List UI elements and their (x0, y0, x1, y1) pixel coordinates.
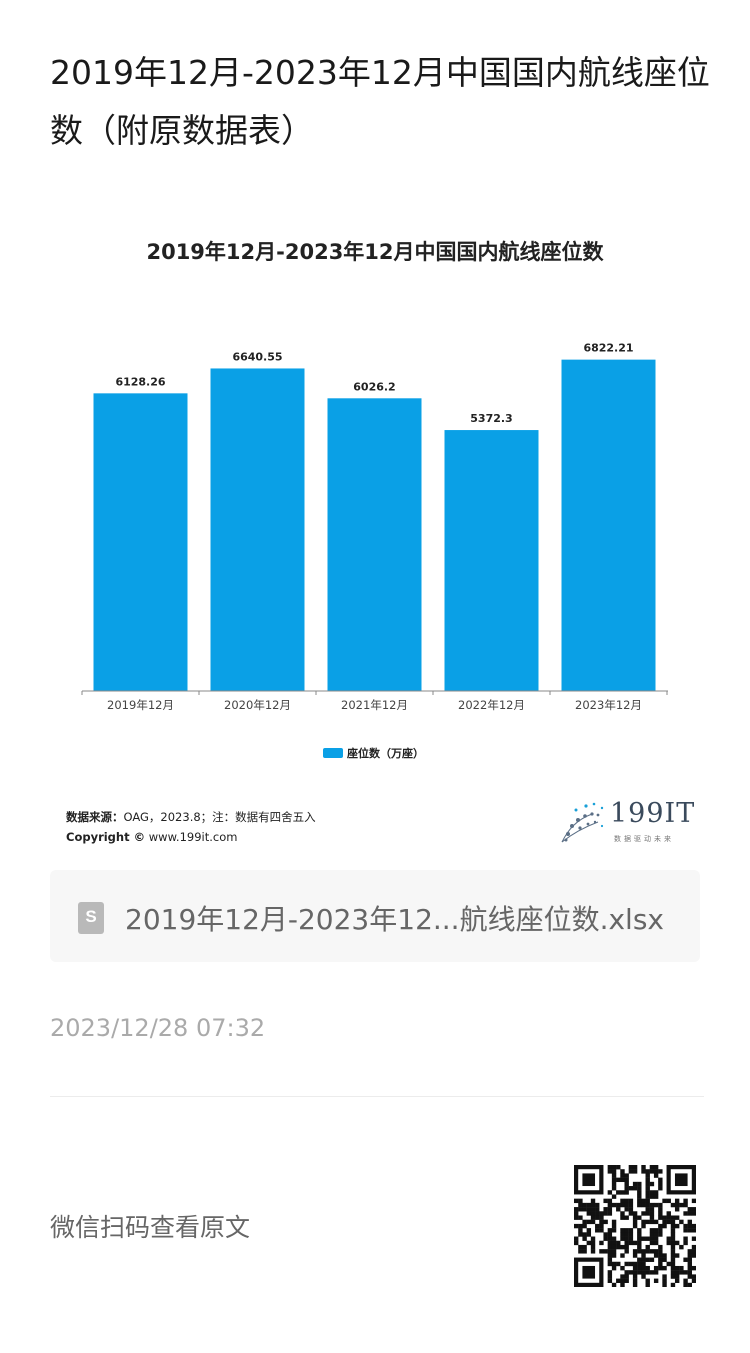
bar-2 (327, 398, 422, 691)
data-label-1: 6640.55 (232, 350, 282, 363)
x-tick-label-1: 2020年12月 (224, 698, 291, 712)
bar-0 (93, 393, 188, 691)
spreadsheet-file-icon (78, 902, 104, 934)
copyright-text: www.199it.com (148, 830, 238, 844)
data-label-2: 6026.2 (353, 380, 395, 393)
x-tick-label-3: 2022年12月 (458, 698, 525, 712)
legend: 座位数（万座） (323, 746, 424, 760)
attachment-file-name: 2019年12月-2023年12...航线座位数.xlsx (125, 903, 664, 936)
qr-code-icon[interactable] (574, 1165, 696, 1287)
page-title: 2019年12月-2023年12月中国国内航线座位数（附原数据表） (50, 53, 710, 150)
bar-4 (561, 359, 656, 691)
x-tick-label-0: 2019年12月 (107, 698, 174, 712)
logo-subtitle: 数据驱动未来 (614, 835, 674, 843)
bar-chart: 2019年12月-2023年12月中国国内航线座位数 6128.26 6640.5… (81, 240, 668, 760)
chart-image[interactable]: 2019年12月-2023年12月中国国内航线座位数 6128.26 6640.5… (50, 210, 700, 860)
bar-3 (444, 430, 539, 691)
copyright-label: Copyright © (66, 830, 146, 844)
x-tick-label-2: 2021年12月 (341, 698, 408, 712)
source-label: 数据来源： (66, 810, 124, 824)
chart-source: 数据来源：OAG，2023.8；注：数据有四舍五入 Copyright © ww… (66, 807, 316, 847)
logo-text: 199IT (610, 798, 696, 829)
data-label-3: 5372.3 (470, 412, 512, 425)
attachment-card[interactable]: 2019年12月-2023年12...航线座位数.xlsx (50, 870, 700, 962)
bar-1 (210, 368, 305, 691)
legend-label: 座位数（万座） (346, 746, 424, 760)
data-label-0: 6128.26 (115, 375, 165, 388)
199it-logo: 199IT 数据驱动未来 (558, 798, 698, 848)
divider (50, 1096, 704, 1097)
legend-swatch (323, 748, 343, 758)
data-label-4: 6822.21 (583, 342, 633, 355)
x-tick-label-4: 2023年12月 (575, 698, 642, 712)
dandelion-logo-icon (561, 802, 604, 843)
read-original-label: 微信扫码查看原文 (50, 1213, 251, 1242)
chart-title: 2019年12月-2023年12月中国国内航线座位数 (146, 240, 604, 264)
publish-timestamp: 2023/12/28 07:32 (50, 1014, 266, 1042)
source-text: OAG，2023.8；注：数据有四舍五入 (123, 810, 316, 824)
